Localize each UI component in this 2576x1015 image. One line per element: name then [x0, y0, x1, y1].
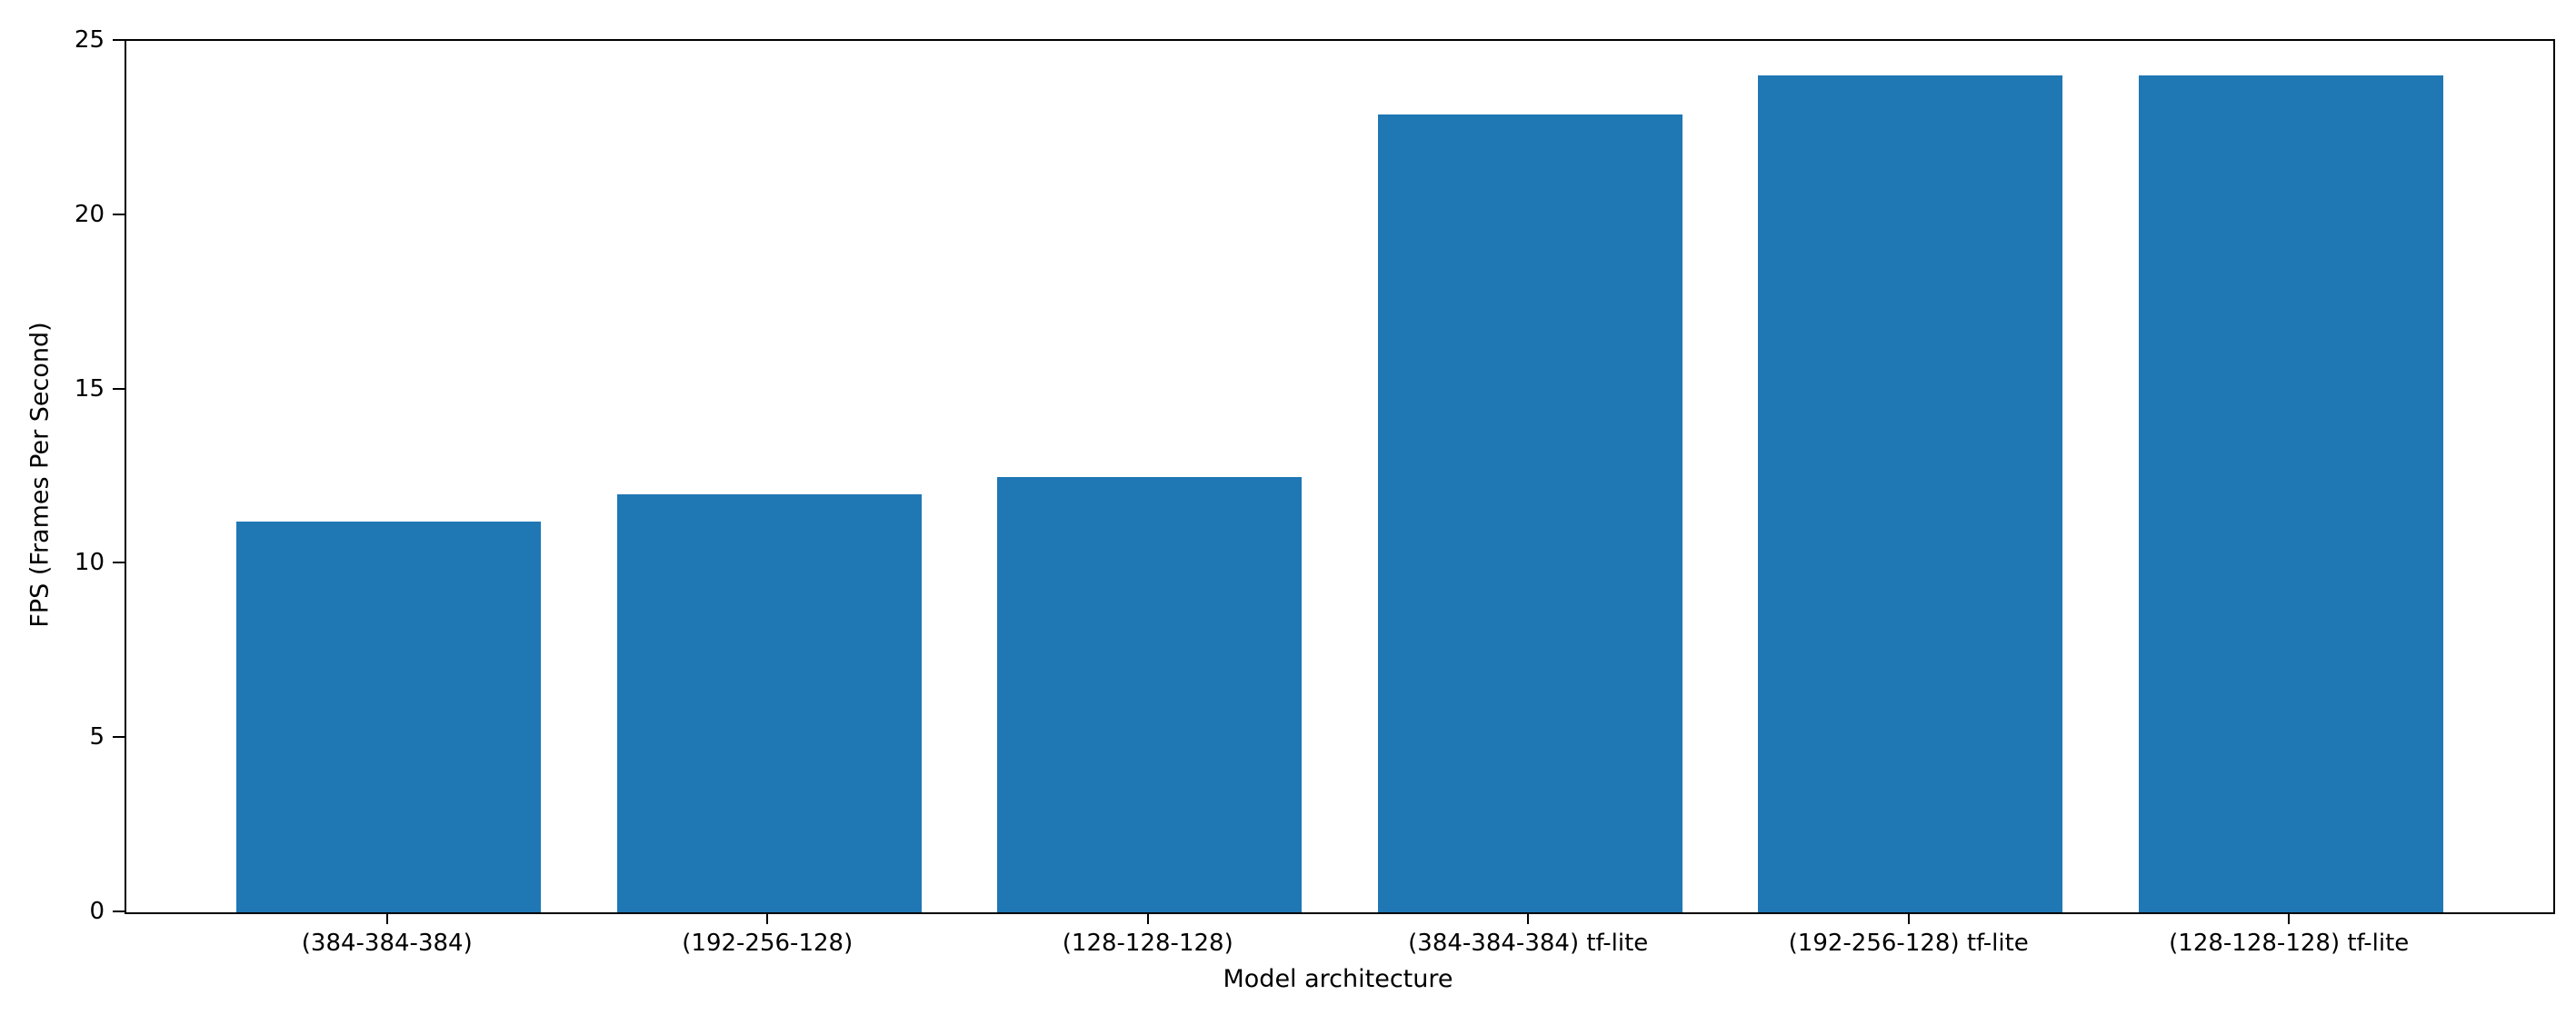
x-tick-label-4: (192-256-128) tf-lite	[1788, 930, 2029, 957]
bar-4	[1758, 75, 2063, 912]
y-tick-label-3: 15	[74, 374, 105, 403]
plot-area	[125, 39, 2555, 914]
y-tick-label-2: 10	[74, 549, 105, 577]
y-tick-mark-5	[113, 39, 125, 41]
y-tick-label-4: 20	[74, 200, 105, 228]
y-tick-mark-1	[113, 736, 125, 739]
bar-1	[616, 493, 922, 912]
y-tick-mark-0	[113, 911, 125, 912]
bar-0	[236, 522, 542, 912]
y-tick-mark-4	[113, 213, 125, 215]
y-tick-label-5: 25	[74, 26, 105, 54]
x-tick-mark-5	[2288, 912, 2291, 924]
x-tick-label-2: (128-128-128)	[1062, 930, 1233, 957]
y-axis-title-text: FPS (Frames Per Second)	[25, 321, 55, 628]
x-tick-mark-1	[766, 912, 769, 924]
x-tick-mark-4	[1907, 912, 1910, 924]
x-tick-label-1: (192-256-128)	[682, 930, 854, 957]
bar-3	[1377, 114, 1682, 912]
x-axis-title: Model architecture	[1223, 965, 1453, 993]
y-tick-label-1: 5	[89, 723, 105, 751]
y-tick-label-0: 0	[89, 898, 105, 925]
x-tick-mark-3	[1527, 912, 1530, 924]
x-tick-label-0: (384-384-384)	[301, 930, 473, 957]
x-tick-label-3: (384-384-384) tf-lite	[1408, 930, 1649, 957]
x-tick-label-5: (128-128-128) tf-lite	[2169, 930, 2410, 957]
bar-5	[2138, 75, 2443, 912]
bar-2	[997, 476, 1303, 912]
y-tick-mark-2	[113, 562, 125, 564]
x-tick-mark-2	[1146, 912, 1149, 924]
x-tick-mark-0	[385, 912, 388, 924]
y-tick-mark-3	[113, 387, 125, 390]
